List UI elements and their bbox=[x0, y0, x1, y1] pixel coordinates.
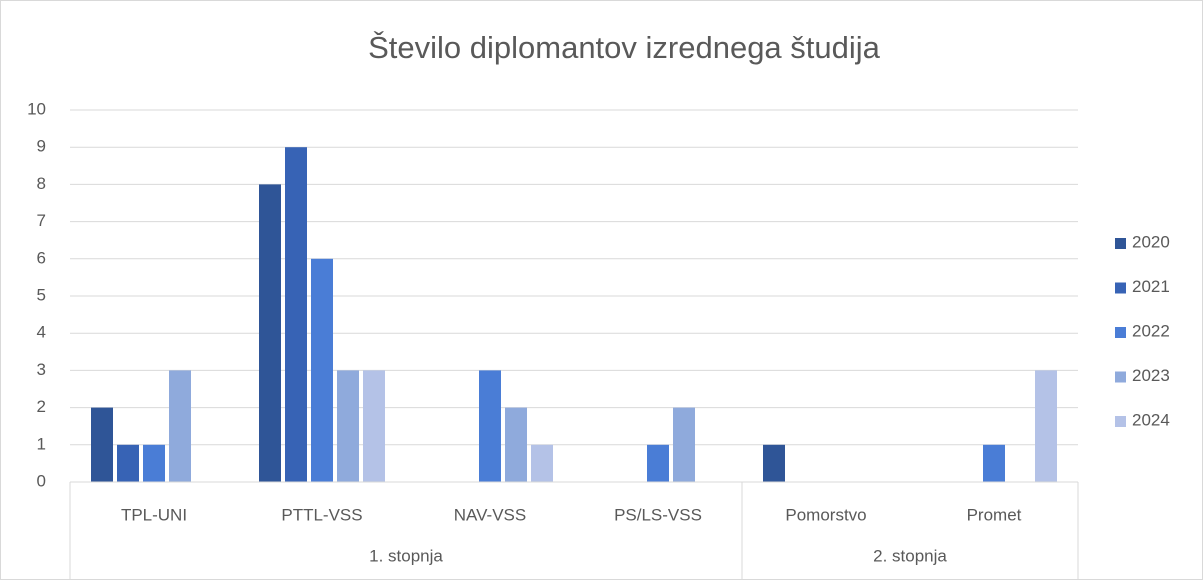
x-tick-label: PTTL-VSS bbox=[281, 505, 362, 524]
bar bbox=[91, 407, 113, 482]
legend-label: 2022 bbox=[1132, 321, 1170, 340]
y-tick-label: 7 bbox=[37, 211, 46, 230]
legend-swatch bbox=[1115, 282, 1126, 294]
chart-title: Število diplomantov izrednega študija bbox=[368, 30, 881, 65]
legend-swatch bbox=[1115, 371, 1126, 383]
bar bbox=[169, 370, 191, 482]
x-tick-label: TPL-UNI bbox=[121, 505, 187, 524]
x-tick-label: Pomorstvo bbox=[785, 505, 866, 524]
y-tick-label: 1 bbox=[37, 434, 46, 453]
y-tick-label: 6 bbox=[37, 248, 46, 267]
bar bbox=[117, 444, 139, 482]
bar bbox=[763, 444, 785, 482]
y-tick-label: 5 bbox=[37, 285, 46, 304]
bar bbox=[479, 370, 501, 482]
bar bbox=[259, 184, 281, 482]
legend-label: 2024 bbox=[1132, 410, 1170, 429]
bar bbox=[143, 444, 165, 482]
legend-swatch bbox=[1115, 416, 1126, 427]
bar bbox=[337, 370, 359, 482]
bar bbox=[531, 444, 553, 482]
x-tick-label: Promet bbox=[967, 505, 1022, 524]
bar bbox=[505, 407, 527, 482]
y-tick-label: 0 bbox=[37, 471, 46, 490]
bar bbox=[311, 258, 333, 482]
bar bbox=[285, 147, 307, 482]
bar bbox=[1035, 370, 1057, 482]
y-tick-label: 8 bbox=[37, 174, 46, 193]
legend-label: 2020 bbox=[1132, 232, 1170, 251]
bar bbox=[363, 370, 385, 482]
y-tick-label: 9 bbox=[37, 137, 46, 156]
group-label: 1. stopnja bbox=[369, 546, 443, 565]
bar bbox=[673, 407, 695, 482]
group-label: 2. stopnja bbox=[873, 546, 947, 565]
bar bbox=[647, 444, 669, 482]
legend-label: 2021 bbox=[1132, 277, 1170, 296]
y-tick-label: 10 bbox=[27, 99, 46, 118]
legend-label: 2023 bbox=[1132, 366, 1170, 385]
x-tick-label: PS/LS-VSS bbox=[614, 505, 702, 524]
x-tick-label: NAV-VSS bbox=[454, 505, 526, 524]
legend-swatch bbox=[1115, 238, 1126, 249]
y-tick-label: 4 bbox=[37, 323, 46, 342]
y-tick-label: 2 bbox=[37, 397, 46, 416]
bar bbox=[983, 444, 1005, 482]
y-tick-label: 3 bbox=[37, 360, 46, 379]
legend-swatch bbox=[1115, 327, 1126, 338]
